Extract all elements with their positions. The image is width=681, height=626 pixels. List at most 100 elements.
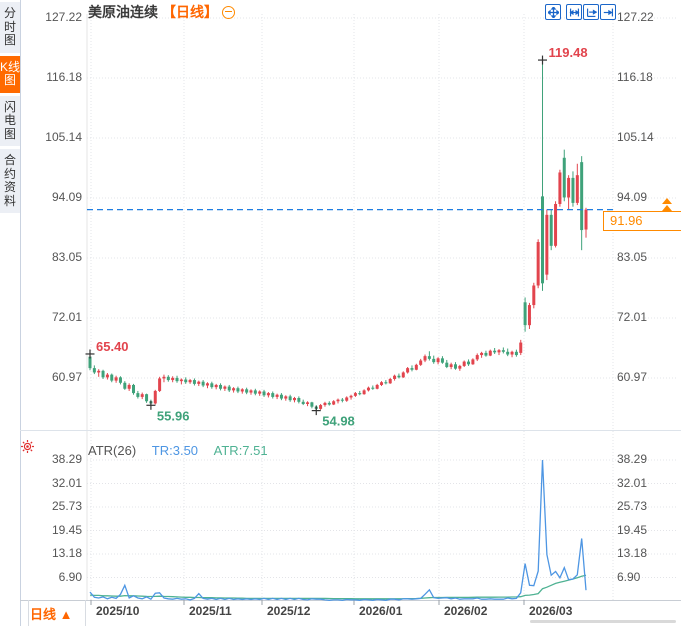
- candle-body: [240, 389, 244, 392]
- candle-body: [549, 214, 553, 246]
- candle-body: [262, 391, 266, 396]
- candle-body: [471, 359, 475, 365]
- collapse-icon[interactable]: [222, 5, 235, 19]
- x-axis-label: 2025/12: [267, 604, 311, 618]
- x-axis-label: 2026/03: [529, 604, 573, 618]
- candle-body: [253, 390, 257, 394]
- indicator-lines: [89, 459, 587, 601]
- candle-body: [197, 381, 201, 384]
- candle-body: [92, 368, 96, 373]
- y-axis-label: 6.90: [617, 569, 641, 584]
- candle-body: [162, 376, 166, 379]
- candle-body: [227, 386, 231, 391]
- zoom-out-button[interactable]: [566, 4, 582, 20]
- candle-body: [88, 356, 92, 369]
- candle-body: [127, 384, 131, 389]
- period-tag: 【日线】: [162, 4, 218, 20]
- sidebar: 分时图 K线图 闪电图 合约资料: [0, 0, 20, 213]
- candle-body: [210, 383, 214, 388]
- candle-body: [184, 379, 188, 383]
- y-axis-label: 83.05: [617, 250, 648, 264]
- candle-body: [545, 214, 549, 275]
- indicator-atr-value: ATR:7.51: [213, 443, 268, 458]
- candle-body: [401, 372, 405, 378]
- horizontal-scrollbar[interactable]: [530, 620, 676, 623]
- candle-body: [506, 351, 510, 355]
- candle-body: [306, 402, 310, 404]
- candle-body: [488, 350, 492, 356]
- candle-body: [419, 360, 423, 365]
- candle-body: [323, 402, 327, 406]
- pan-move-button[interactable]: [545, 4, 561, 20]
- candle-body: [332, 401, 336, 405]
- candle-body: [214, 384, 218, 388]
- x-axis-label: 2025/11: [189, 604, 232, 618]
- y-axis-label: 60.97: [617, 370, 648, 384]
- y-axis-label: 83.05: [51, 250, 82, 264]
- go-to-latest-button[interactable]: [600, 4, 616, 20]
- candle-body: [319, 405, 323, 409]
- candle-body: [493, 350, 497, 353]
- candle-body: [562, 157, 566, 198]
- candle-body: [388, 378, 392, 384]
- x-axis-label: 2026/01: [359, 604, 403, 618]
- sidebar-item-contract-info[interactable]: 合约资料: [0, 149, 20, 213]
- candle-body: [301, 401, 305, 404]
- y-axis-label: 32.01: [617, 475, 648, 490]
- zoom-out-icon: [569, 8, 579, 16]
- candle-body: [397, 375, 401, 378]
- candle-body: [427, 356, 431, 359]
- candle-body: [475, 355, 479, 360]
- candle-body: [292, 398, 296, 401]
- candle-body: [484, 352, 488, 356]
- candle-body: [219, 384, 223, 389]
- sidebar-item-timeline-chart[interactable]: 分时图: [0, 2, 20, 53]
- candle-body: [519, 342, 523, 353]
- candle-body: [584, 209, 588, 230]
- y-axis-label: 13.18: [51, 546, 82, 560]
- candle-body: [140, 394, 144, 397]
- candle-body: [132, 384, 136, 394]
- candle-body: [201, 381, 205, 386]
- candle-body: [541, 196, 545, 284]
- candle-body: [336, 399, 340, 402]
- candle-body: [175, 377, 179, 382]
- candle-body: [345, 397, 349, 401]
- sidebar-item-flash-chart[interactable]: 闪电图: [0, 95, 20, 146]
- price-annotation: 65.40: [96, 339, 129, 354]
- candle-body: [114, 377, 118, 381]
- candles-layer: [88, 60, 588, 411]
- candle-body: [480, 352, 484, 356]
- candle-body: [380, 382, 384, 385]
- candle-body: [275, 394, 279, 397]
- indicator-settings-button[interactable]: [20, 439, 35, 459]
- chart-title: 美原油连续 【日线】: [88, 2, 235, 22]
- y-axis-label: 32.01: [51, 475, 82, 490]
- candle-body: [384, 382, 388, 384]
- y-axis-label: 25.73: [51, 499, 82, 513]
- candle-body: [423, 356, 427, 361]
- sidebar-item-kline-chart[interactable]: K线图: [0, 55, 20, 93]
- candle-body: [445, 362, 449, 368]
- candle-body: [527, 305, 531, 326]
- zoom-in-button[interactable]: [583, 4, 599, 20]
- period-selector-button[interactable]: 日线 ▲: [30, 604, 73, 623]
- candle-body: [366, 387, 370, 391]
- candle-body: [558, 172, 562, 204]
- candle-body: [136, 393, 140, 397]
- y-axis-label: 13.18: [617, 546, 648, 560]
- candle-body: [310, 402, 314, 407]
- price-up-arrow-icon: [662, 198, 674, 211]
- y-axis-label: 94.09: [51, 190, 82, 204]
- candle-body: [101, 370, 105, 378]
- x-axis-label: 2025/10: [96, 604, 140, 618]
- candle-body: [188, 380, 192, 383]
- y-axis-label: 105.14: [45, 130, 82, 144]
- candle-body: [205, 383, 209, 386]
- candle-body: [166, 376, 170, 381]
- candle-body: [393, 375, 397, 379]
- y-axis-label: 19.45: [51, 522, 82, 537]
- candle-body: [284, 396, 288, 399]
- y-axis-label: 105.14: [617, 130, 654, 144]
